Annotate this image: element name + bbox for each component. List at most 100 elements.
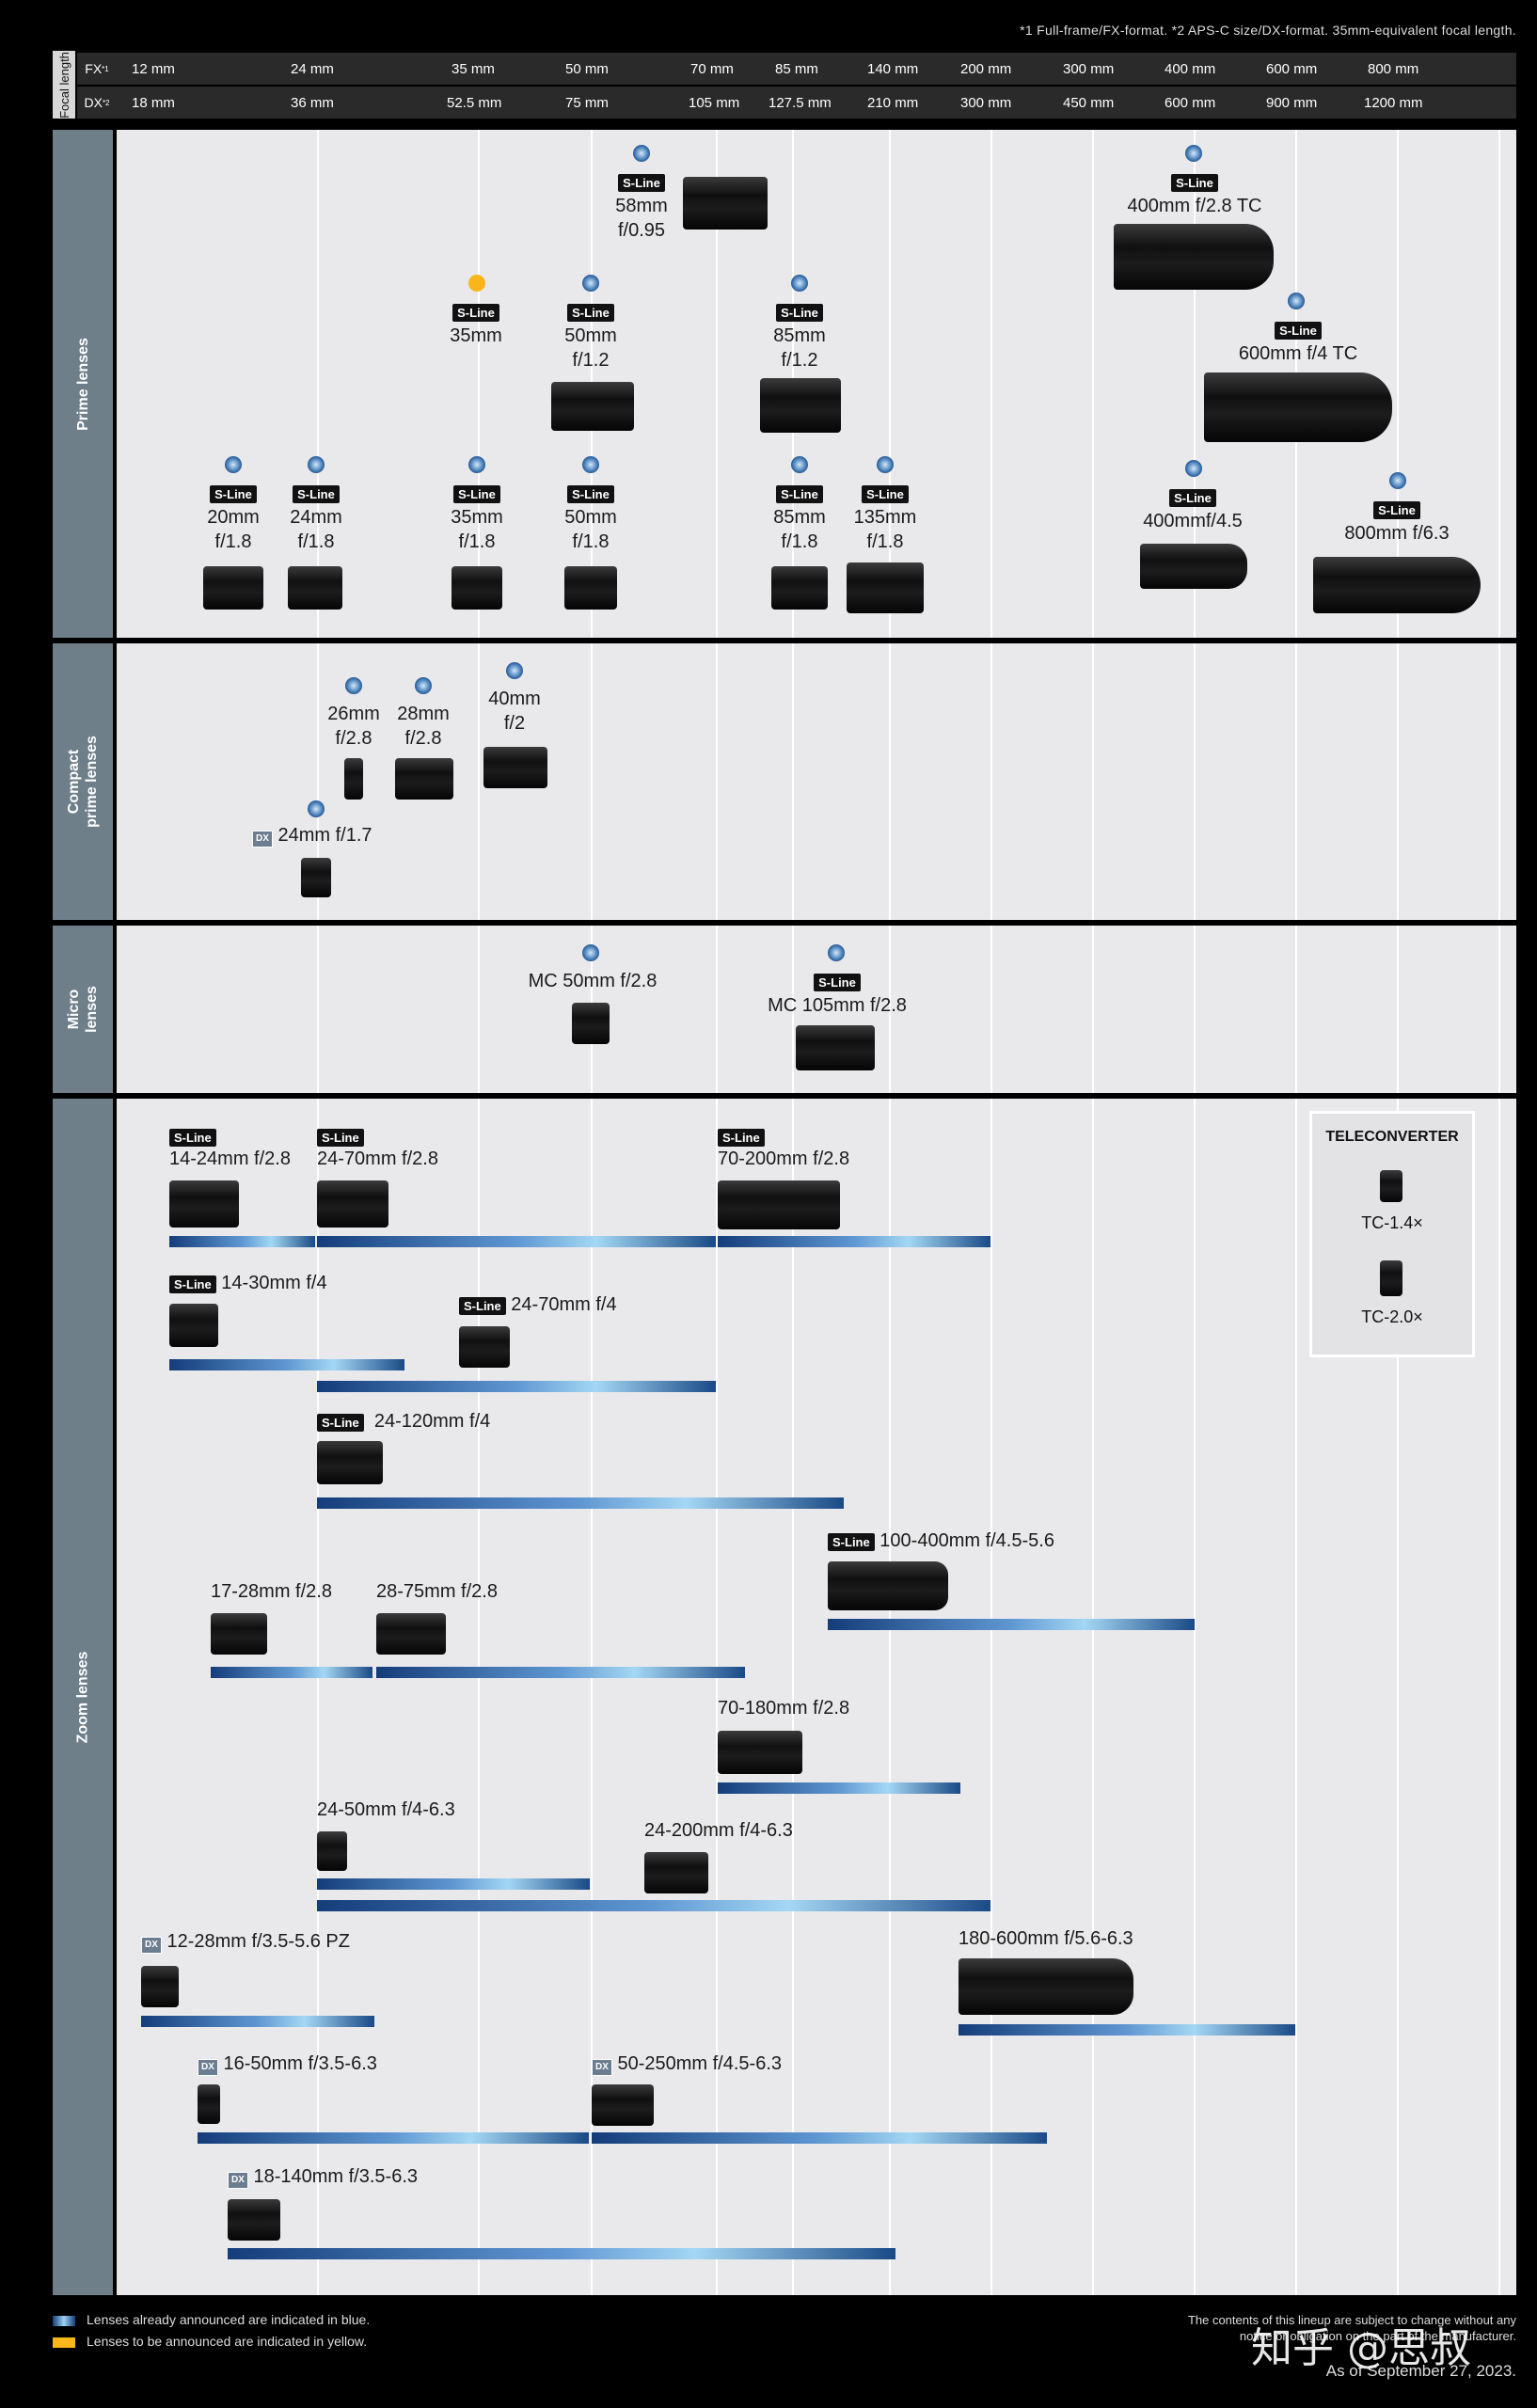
lens-85mm-f1.2[interactable]: S-Line 85mm f/1.2	[773, 304, 826, 371]
fx-tag: FX *1	[85, 61, 109, 76]
zoom-24-70-f2.8-label[interactable]: S-Line 24-70mm f/2.8	[317, 1129, 438, 1169]
gridline	[1295, 643, 1297, 920]
announced-dot-icon	[308, 800, 325, 817]
lens-35mm-f1.8[interactable]: S-Line 35mm f/1.8	[451, 485, 503, 552]
as-of-date: As of September 27, 2023.	[1325, 2362, 1516, 2380]
zoom-14-24-label[interactable]: S-Line 14-24mm f/2.8	[169, 1129, 291, 1169]
lens-600mm-f4-tc[interactable]: S-Line 600mm f/4 TC	[1238, 322, 1358, 364]
gridline	[317, 643, 319, 920]
lens-400mm-f4.5[interactable]: S-Line 400mmf/4.5	[1143, 489, 1243, 531]
lens-20mm-f1.8[interactable]: S-Line 20mm f/1.8	[207, 485, 260, 552]
lens-135mm-f1.8[interactable]: S-Line 135mm f/1.8	[853, 485, 917, 552]
announced-dot-icon	[791, 275, 808, 292]
dx-badge: DX	[141, 1937, 162, 1954]
dx-badge: DX	[592, 2059, 612, 2076]
lens-body-58mm	[683, 177, 768, 230]
zoom-100-400-label[interactable]: S-Line 100-400mm f/4.5-5.6	[828, 1529, 1054, 1552]
sline-badge: S-Line	[169, 1275, 216, 1293]
range-bar-24-70-f2.8	[317, 1236, 716, 1247]
lens-body-24mm	[288, 566, 342, 610]
fx-value: 50 mm	[565, 61, 609, 77]
legend-yellow: Lenses to be announced are indicated in …	[53, 2334, 367, 2349]
lens-85mm-f1.8[interactable]: S-Line 85mm f/1.8	[773, 485, 826, 552]
announced-dot-icon	[415, 677, 432, 694]
zoom-14-30-label[interactable]: S-Line 14-30mm f/4	[169, 1272, 327, 1294]
range-bar-70-180	[718, 1782, 960, 1794]
lens-50mm-f1.2[interactable]: S-Line 50mm f/1.2	[564, 304, 617, 371]
zoom-180-600-label[interactable]: 180-600mm f/5.6-6.3	[959, 1928, 1133, 1949]
gridline	[1194, 130, 1196, 638]
lens-body-85mm-f1.2	[760, 378, 841, 433]
lens-400mm-f2.8-tc[interactable]: S-Line 400mm f/2.8 TC	[1127, 174, 1262, 216]
lens-mc-50mm[interactable]: MC 50mm f/2.8	[528, 971, 658, 991]
gridline	[990, 130, 992, 638]
zoom-50-250-dx-label[interactable]: DX 50-250mm f/4.5-6.3	[592, 2052, 782, 2076]
gridline	[1397, 1099, 1399, 2295]
lens-50mm-f1.8[interactable]: S-Line 50mm f/1.8	[564, 485, 617, 552]
tc-2.0-label[interactable]: TC-2.0×	[1361, 1307, 1423, 1326]
fx-value: 85 mm	[775, 61, 818, 77]
gridline	[591, 1099, 593, 2295]
lens-body-40mm	[483, 747, 547, 788]
announced-dot-icon	[1185, 460, 1202, 477]
lens-35mm-upcoming[interactable]: S-Line 35mm	[450, 304, 502, 346]
zoom-70-180-label[interactable]: 70-180mm f/2.8	[718, 1698, 850, 1719]
zoom-24-70-f4-label[interactable]: S-Line 24-70mm f/4	[459, 1293, 617, 1316]
sline-badge: S-Line	[1169, 489, 1216, 507]
lens-body-24-70-f4	[459, 1326, 510, 1368]
range-bar-14-24	[169, 1236, 315, 1247]
lens-body-50mm-f1.2	[551, 382, 634, 431]
lens-body-24-120	[317, 1441, 383, 1484]
sline-badge: S-Line	[776, 304, 823, 322]
lens-body-600mm	[1204, 372, 1392, 442]
fx-value: 140 mm	[867, 61, 919, 77]
zoom-24-50-label[interactable]: 24-50mm f/4-6.3	[317, 1799, 455, 1820]
sline-badge: S-Line	[293, 485, 340, 503]
lens-28mm-f2.8[interactable]: 28mm f/2.8	[397, 704, 450, 749]
lens-body-35mm	[452, 566, 502, 610]
zoom-24-200-label[interactable]: 24-200mm f/4-6.3	[644, 1820, 793, 1841]
gridline	[1194, 926, 1196, 1093]
zoom-28-75-label[interactable]: 28-75mm f/2.8	[376, 1581, 498, 1602]
gridline	[317, 926, 319, 1093]
zoom-24-120-label[interactable]: S-Line 24-120mm f/4	[317, 1410, 490, 1433]
sline-badge: S-Line	[567, 304, 614, 322]
lens-body-24-70-f2.8	[317, 1180, 388, 1228]
zoom-12-28-dx-label[interactable]: DX 12-28mm f/3.5-5.6 PZ	[141, 1930, 350, 1954]
announced-dot-icon	[877, 456, 894, 473]
gridline	[1092, 643, 1094, 920]
tc-1.4-label[interactable]: TC-1.4×	[1361, 1213, 1423, 1232]
zoom-17-28-label[interactable]: 17-28mm f/2.8	[211, 1581, 332, 1602]
range-bar-16-50	[198, 2132, 589, 2144]
lens-40mm-f2[interactable]: 40mm f/2	[488, 689, 541, 734]
gridline	[716, 643, 718, 920]
lens-body-135mm	[847, 562, 924, 613]
gridline	[478, 1099, 480, 2295]
sline-badge: S-Line	[618, 174, 665, 192]
zoom-70-200-label[interactable]: S-Line 70-200mm f/2.8	[718, 1129, 850, 1169]
lens-58mm-f0.95[interactable]: S-Line 58mm f/0.95	[615, 174, 668, 241]
gridline	[1092, 926, 1094, 1093]
announced-dot-icon	[582, 944, 599, 961]
lens-body-mc50	[572, 1003, 610, 1044]
lens-24mm-f1.8[interactable]: S-Line 24mm f/1.8	[290, 485, 342, 552]
dx-value: 450 mm	[1063, 95, 1115, 111]
zoom-16-50-dx-label[interactable]: DX 16-50mm f/3.5-6.3	[198, 2052, 377, 2076]
zoom-18-140-dx-label[interactable]: DX 18-140mm f/3.5-6.3	[228, 2165, 418, 2189]
gridline	[716, 130, 718, 638]
lens-800mm-f6.3[interactable]: S-Line 800mm f/6.3	[1344, 501, 1450, 544]
lens-26mm-f2.8[interactable]: 26mm f/2.8	[327, 704, 380, 749]
lens-body-24-50	[317, 1831, 347, 1871]
footnote-top: *1 Full-frame/FX-format. *2 APS-C size/D…	[1020, 23, 1516, 38]
fx-value: 12 mm	[132, 61, 175, 77]
dx-value: 127.5 mm	[768, 95, 832, 111]
announced-dot-icon	[791, 456, 808, 473]
sline-badge: S-Line	[814, 974, 861, 991]
gridline	[792, 926, 794, 1093]
lens-mc-105mm[interactable]: S-Line MC 105mm f/2.8	[768, 974, 907, 1016]
lens-24mm-f1.7-dx[interactable]: DX 24mm f/1.7	[252, 823, 403, 848]
range-bar-17-28	[211, 1667, 372, 1678]
gridline	[478, 130, 480, 638]
gridline	[716, 1099, 718, 2295]
dx-badge: DX	[252, 831, 273, 848]
